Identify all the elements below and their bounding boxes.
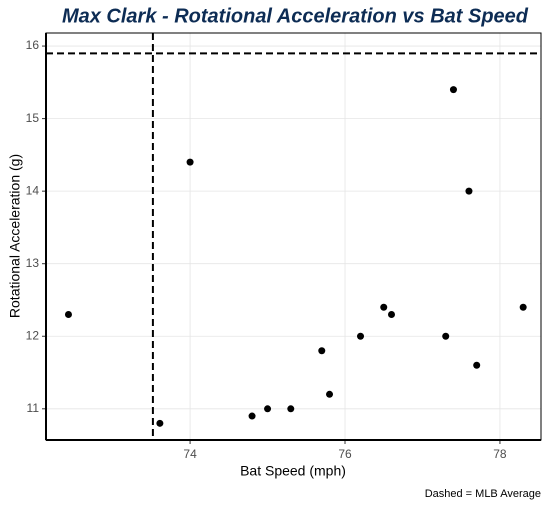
point — [326, 390, 334, 398]
point — [248, 412, 256, 420]
y-axis-title: Rotational Acceleration (g) — [7, 154, 23, 318]
point — [64, 310, 72, 318]
point — [287, 405, 295, 413]
point — [519, 303, 527, 311]
point — [156, 419, 164, 427]
point — [357, 332, 365, 340]
x-tick-label: 74 — [183, 447, 197, 461]
point — [186, 158, 194, 166]
y-tick-label: 13 — [26, 256, 40, 270]
point — [449, 86, 457, 94]
x-tick-label: 78 — [493, 447, 507, 461]
point — [442, 332, 450, 340]
y-tick-label: 14 — [26, 183, 40, 197]
x-tick-label: 76 — [338, 447, 352, 461]
point — [473, 361, 481, 369]
panel-border — [45, 32, 542, 441]
point — [264, 405, 272, 413]
x-axis-title: Bat Speed (mph) — [240, 463, 346, 479]
y-tick-label: 12 — [26, 328, 40, 342]
y-tick-label: 16 — [26, 38, 40, 52]
point — [465, 187, 473, 195]
point — [380, 303, 388, 311]
chart-title: Max Clark - Rotational Acceleration vs B… — [62, 5, 529, 27]
caption: Dashed = MLB Average — [425, 488, 541, 500]
point — [318, 347, 326, 355]
point — [387, 310, 395, 318]
y-tick-label: 11 — [27, 401, 40, 415]
y-tick-label: 15 — [26, 111, 40, 125]
